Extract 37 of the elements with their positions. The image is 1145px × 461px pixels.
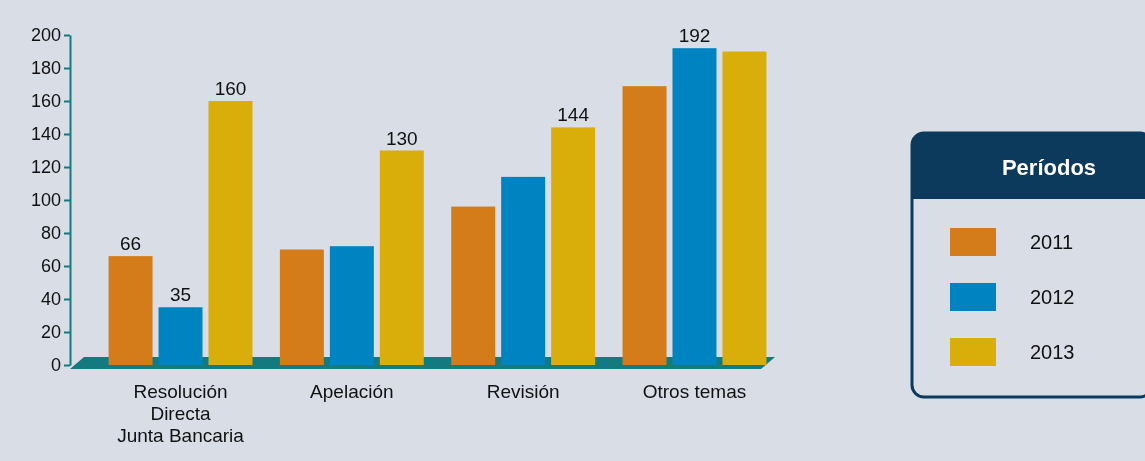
y-tick-label: 100 [30, 190, 61, 211]
x-tick-label: Apelación [310, 381, 394, 402]
y-tick-label: 20 [40, 322, 61, 343]
bar [158, 307, 203, 365]
bar [451, 206, 496, 365]
bar [208, 101, 253, 365]
data-label: 144 [557, 104, 590, 126]
y-tick-label: 40 [40, 289, 61, 310]
legend-label: 2013 [1030, 341, 1075, 363]
bar [501, 176, 546, 365]
legend-label: 2012 [1030, 286, 1075, 308]
y-tick-label: 160 [30, 91, 61, 112]
legend-title: Períodos [1001, 155, 1097, 180]
legend-label: 2011 [1030, 231, 1074, 253]
bar [379, 150, 424, 365]
x-tick-label: Otros temas [642, 381, 747, 402]
bar [672, 48, 717, 365]
data-label: 66 [119, 233, 142, 255]
data-label: 35 [169, 284, 192, 306]
bar [329, 246, 374, 365]
data-label: 192 [678, 25, 711, 47]
bar [622, 86, 667, 365]
bar [722, 51, 767, 365]
y-tick-label: 200 [30, 25, 61, 46]
x-tick-label: Revisión [486, 381, 560, 402]
y-tick-label: 80 [40, 223, 61, 244]
y-tick-label: 180 [30, 58, 61, 79]
y-tick-label: 140 [30, 124, 61, 145]
bar [279, 249, 324, 365]
data-label: 160 [214, 78, 247, 99]
y-tick-label: 0 [50, 355, 61, 376]
bar [108, 256, 153, 365]
data-label: 130 [385, 127, 418, 149]
x-tick-label: Resolución Directa Junta Bancaria [117, 381, 245, 446]
y-tick-label: 120 [30, 157, 61, 178]
y-tick-label: 60 [40, 256, 61, 277]
bar [551, 127, 596, 365]
